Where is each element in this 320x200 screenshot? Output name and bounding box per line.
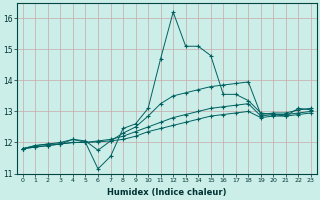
X-axis label: Humidex (Indice chaleur): Humidex (Indice chaleur) (107, 188, 227, 197)
